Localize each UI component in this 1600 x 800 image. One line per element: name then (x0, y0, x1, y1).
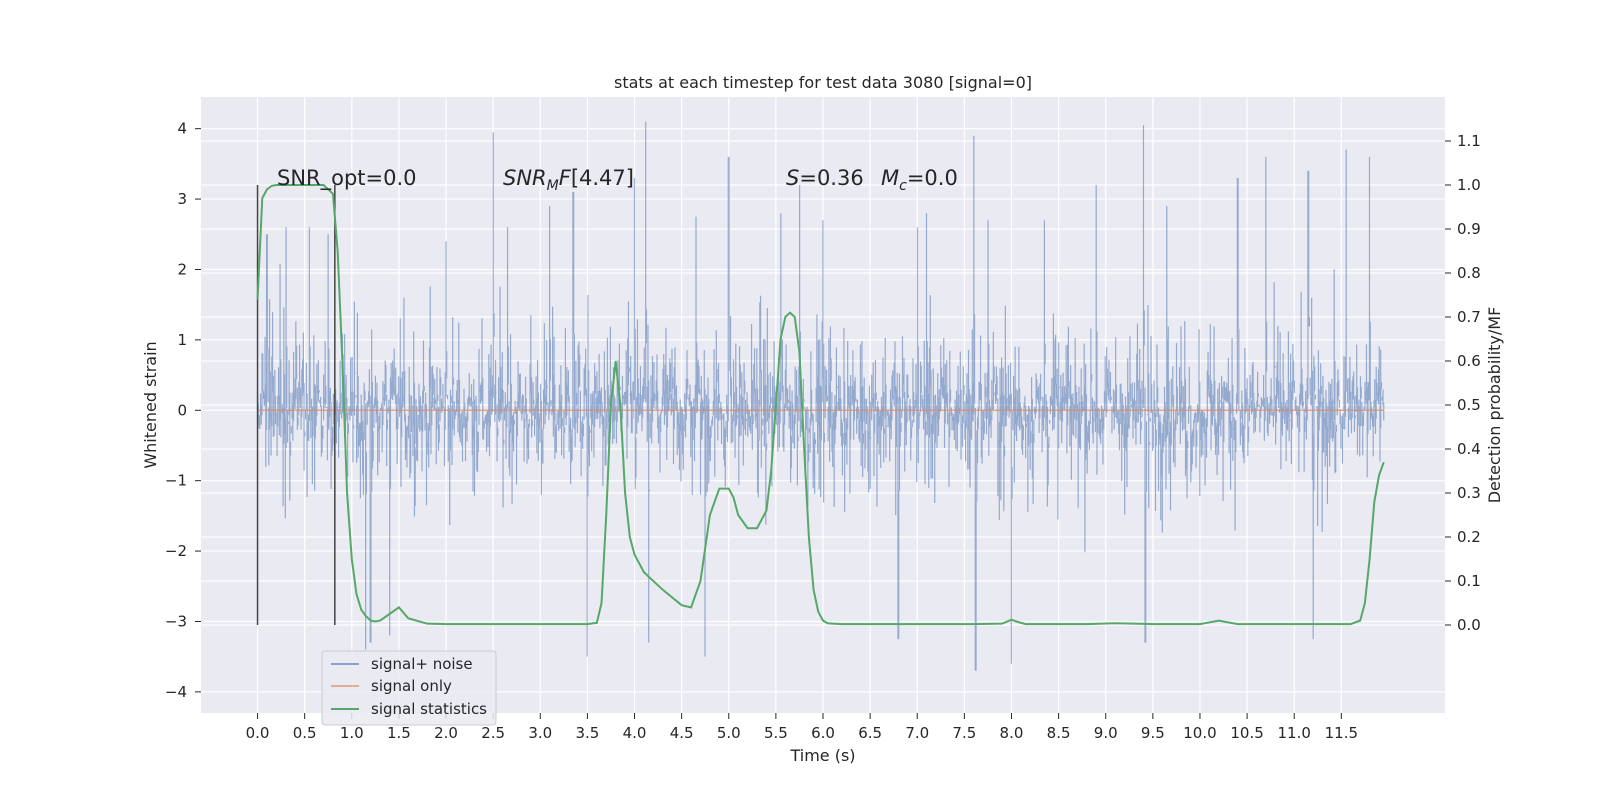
x-tick-label: 5.0 (717, 724, 741, 742)
legend-label-noise: signal+ noise (371, 655, 473, 673)
x-tick-label: 11.5 (1325, 724, 1358, 742)
y-left-tick-label: −1 (165, 472, 187, 490)
y-right-tick-label: 0.9 (1457, 220, 1481, 238)
x-tick-label: 8.0 (1000, 724, 1024, 742)
x-tick-label: 0.5 (293, 724, 317, 742)
y-axis-left-title: Whitened strain (141, 341, 160, 468)
y-left-tick-label: −2 (165, 542, 187, 560)
statistics-series (256, 184, 1385, 626)
x-tick-label: 6.0 (811, 724, 835, 742)
annotation-snr-mf: SNRMF[4.47] (503, 166, 634, 194)
y-right-tick-label: 0.6 (1457, 352, 1481, 370)
annotation-snr-opt: SNR_opt=0.0 (277, 166, 417, 191)
x-tick-label: 10.0 (1183, 724, 1216, 742)
y-left-tick-label: −3 (165, 612, 187, 630)
x-axis-title: Time (s) (789, 746, 855, 765)
y-left-tick-label: −4 (165, 683, 187, 701)
y-right-tick-label: 0.3 (1457, 484, 1481, 502)
y-right-tick-label: 1.0 (1457, 176, 1481, 194)
annotation-s-value: =0.36 (799, 166, 863, 190)
y-axis-right-title: Detection probability/MF (1485, 307, 1504, 504)
annotation-mc: Mc=0.0 (881, 166, 958, 194)
y-left-tick-label: 3 (177, 190, 187, 208)
x-axis-ticks: 0.0 0.5 1.0 1.5 2.0 2.5 3.0 3.5 4.0 4.5 5.0 5.5 6.0 6… (246, 713, 1358, 742)
annotation-s: S=0.36 (786, 166, 864, 190)
legend: signal+ noise signal only signal statist… (321, 650, 497, 726)
chart-title: stats at each timestep for test data 308… (614, 73, 1032, 92)
y-right-tick-label: 0.8 (1457, 264, 1481, 282)
x-tick-label: 3.0 (528, 724, 552, 742)
y-right-tick-label: 1.1 (1457, 132, 1481, 150)
legend-label-signal-only: signal only (371, 677, 452, 695)
x-tick-label: 4.0 (623, 724, 647, 742)
y-axis-right-ticks: 1.1 1.0 0.9 0.8 0.7 0.6 0.5 0.4 0.3 0.2 0.1 0.0 (1445, 132, 1481, 634)
x-tick-label: 1.5 (387, 724, 411, 742)
y-right-tick-label: 0.5 (1457, 396, 1481, 414)
x-tick-label: 2.5 (481, 724, 505, 742)
x-tick-label: 9.5 (1141, 724, 1165, 742)
y-axis-left-ticks: 4 3 2 1 0 −1 −2 −3 −4 (165, 120, 201, 701)
y-right-tick-label: 0.0 (1457, 616, 1481, 634)
x-tick-label: 3.5 (575, 724, 599, 742)
x-tick-label: 8.5 (1047, 724, 1071, 742)
y-left-tick-label: 2 (177, 260, 187, 278)
x-tick-label: 9.0 (1094, 724, 1118, 742)
statistics-line (256, 184, 1385, 626)
y-right-tick-label: 0.1 (1457, 572, 1481, 590)
marker-lines (256, 185, 336, 625)
x-tick-label: 11.0 (1278, 724, 1311, 742)
y-right-tick-label: 0.4 (1457, 440, 1481, 458)
legend-label-statistics: signal statistics (371, 700, 487, 718)
y-left-tick-label: 1 (177, 331, 187, 349)
y-right-tick-label: 0.7 (1457, 308, 1481, 326)
annotation-snr-mf-value: [4.47] (571, 166, 634, 190)
y-left-tick-label: 4 (177, 120, 187, 138)
y-right-tick-label: 0.2 (1457, 528, 1481, 546)
x-tick-label: 7.5 (952, 724, 976, 742)
x-tick-label: 6.5 (858, 724, 882, 742)
y-left-tick-label: 0 (177, 401, 187, 419)
x-tick-label: 7.0 (905, 724, 929, 742)
x-tick-label: 1.0 (340, 724, 364, 742)
annotation-mc-value: =0.0 (907, 166, 958, 190)
x-tick-label: 5.5 (764, 724, 788, 742)
x-tick-label: 4.5 (670, 724, 694, 742)
x-tick-label: 2.0 (434, 724, 458, 742)
x-tick-label: 0.0 (246, 724, 270, 742)
legend-box (321, 650, 497, 726)
x-tick-label: 10.5 (1230, 724, 1263, 742)
